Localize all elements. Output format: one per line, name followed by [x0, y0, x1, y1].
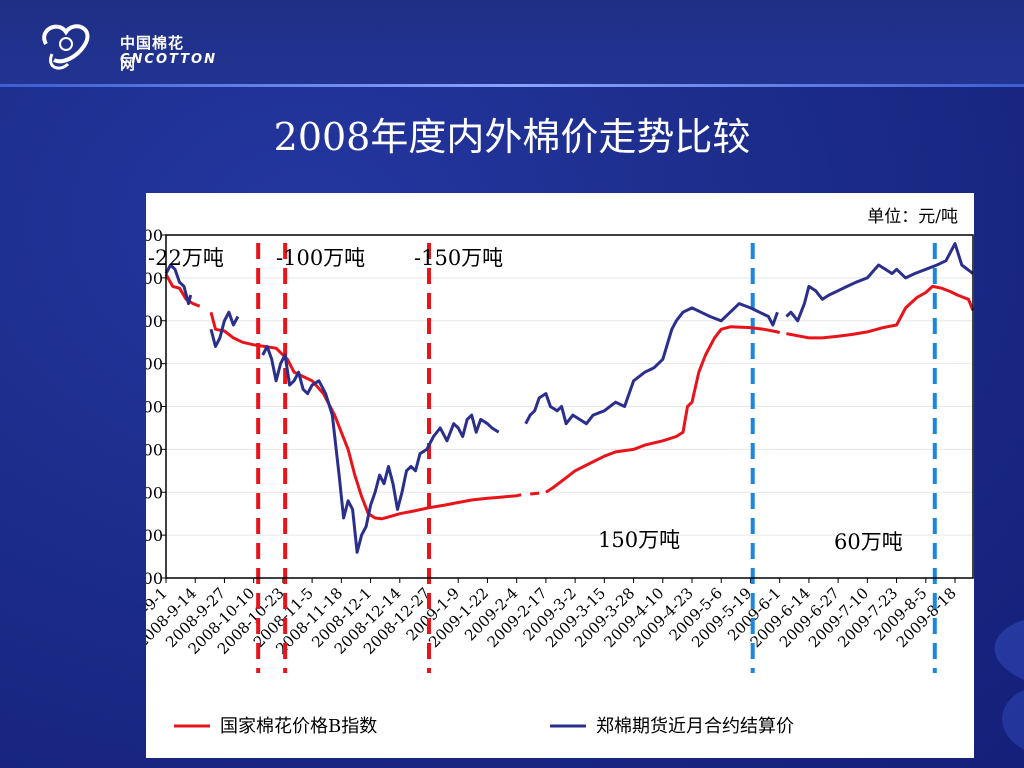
header-divider — [0, 84, 1024, 87]
logo-chinese-text: 中国棉花网 — [120, 34, 185, 73]
series-line — [164, 273, 975, 521]
annotation-label: 60万吨 — [834, 530, 903, 554]
y-tick-label: 13000 — [146, 312, 163, 331]
plot-frame — [165, 234, 974, 579]
series-line — [164, 242, 974, 554]
chart-legend: 国家棉花价格B指数 郑棉期货近月合约结算价 — [174, 716, 794, 737]
y-tick-label: 11000 — [146, 483, 163, 502]
chart-grid — [166, 277, 973, 536]
annotation-label: 150万吨 — [598, 528, 680, 552]
y-axis: 10000 10500 11000 11500 12000 12500 13000 13500… — [112, 226, 166, 588]
y-tick-label: 12500 — [146, 355, 163, 374]
chart-panel: 单位：元/吨 10000 10500 11000 11500 12000 12500 130… — [110, 193, 975, 758]
price-comparison-chart: 单位：元/吨 10000 10500 11000 11500 12000 12500 130… — [110, 207, 975, 737]
annotation-label: -150万吨 — [414, 246, 503, 270]
annotation-label: -22万吨 — [148, 246, 224, 270]
legend-label: 国家棉花价格B指数 — [220, 716, 377, 737]
cncotton-logo: 中国棉花网 CNCOTTON — [36, 14, 215, 74]
annotations: -22万吨 -100万吨 -150万吨 150万吨 60万吨 — [148, 246, 903, 554]
slide-title: 2008年度内外棉价走势比较 — [273, 115, 751, 159]
y-tick-label: 12000 — [146, 398, 163, 417]
x-axis: 2008-9-12008-9-142008-9-272008-10-102008… — [110, 578, 960, 658]
y-tick-label: 11500 — [146, 440, 163, 459]
header-band — [0, 0, 1024, 86]
y-tick-label: 14000 — [146, 226, 163, 245]
annotation-label: -100万吨 — [276, 246, 365, 270]
y-tick-label: 10000 — [146, 569, 163, 588]
y-tick-label: 10500 — [146, 526, 163, 545]
logo-english-text: CNCOTTON — [120, 52, 217, 67]
series-lines — [164, 242, 975, 554]
legend-label: 郑棉期货近月合约结算价 — [596, 716, 794, 737]
unit-label: 单位：元/吨 — [867, 207, 958, 227]
y-tick-label: 13500 — [146, 269, 163, 288]
decorative-swoosh — [994, 620, 1024, 750]
cotton-heart-icon — [42, 24, 90, 70]
marker-lines — [256, 243, 937, 673]
